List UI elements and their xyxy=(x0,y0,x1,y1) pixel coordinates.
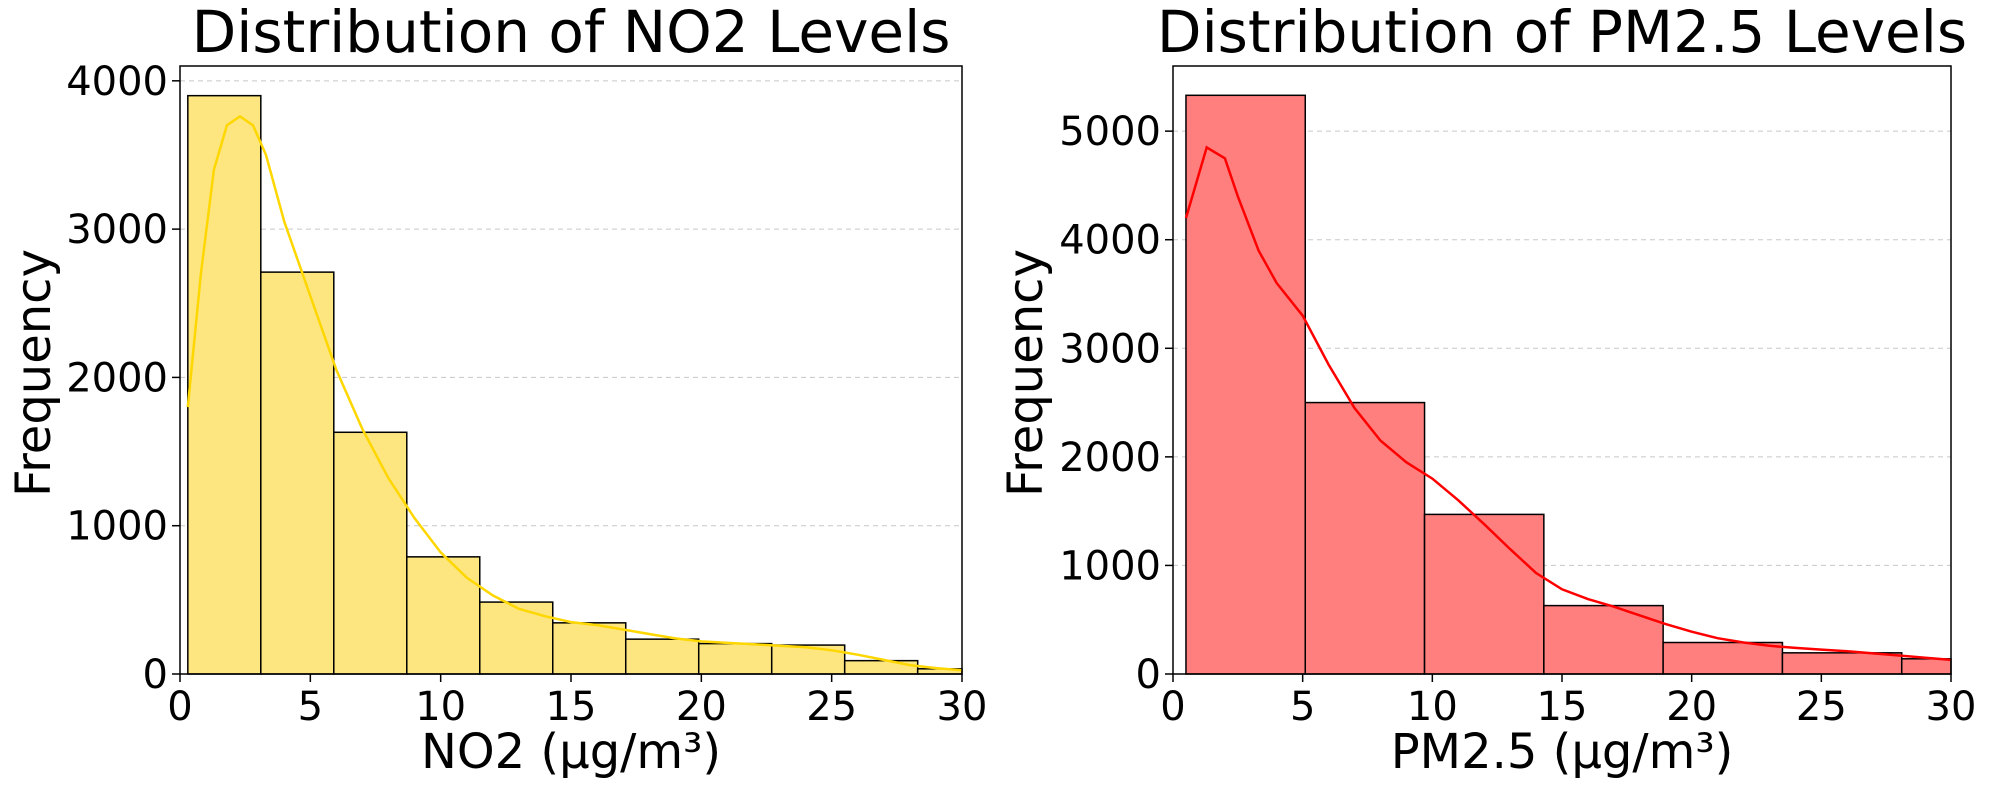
kde-curve xyxy=(186,114,963,672)
y-tick-label: 4000 xyxy=(66,59,168,105)
y-tick-label: 3000 xyxy=(1059,326,1161,372)
y-ticks: 0 1000 2000 3000 4000 5000 xyxy=(1059,109,1173,698)
y-tick-label: 1000 xyxy=(66,504,168,550)
histogram-bar xyxy=(1304,401,1426,675)
histogram-bar xyxy=(1185,94,1307,675)
histogram-bars xyxy=(1185,94,1952,675)
kde-line xyxy=(1184,145,1952,662)
histogram-bar xyxy=(406,556,481,675)
y-tick-label: 0 xyxy=(1136,652,1161,698)
chart-title: Distribution of PM2.5 Levels xyxy=(1157,0,1967,66)
y-tick-label: 2000 xyxy=(1059,435,1161,481)
y-tick-label: 4000 xyxy=(1059,218,1161,264)
histogram-bar xyxy=(843,659,919,675)
y-tick-label: 5000 xyxy=(1059,109,1161,155)
histogram-bar xyxy=(1781,652,1903,675)
y-ticks: 0 1000 2000 3000 4000 xyxy=(66,59,180,698)
chart-panel-no2: 0 5 10 15 20 25 30 0 1000 2000 3000 4000 Distribut… xyxy=(6,0,987,780)
y-axis-label: Frequency xyxy=(6,249,62,497)
kde-curve xyxy=(1184,145,1952,662)
x-tick-label: 5 xyxy=(298,684,323,730)
y-tick-label: 2000 xyxy=(66,355,168,401)
kde-line xyxy=(186,114,963,672)
x-tick-label: 20 xyxy=(676,684,727,730)
y-tick-label: 1000 xyxy=(1059,543,1161,589)
histogram-bar xyxy=(624,638,700,675)
x-axis-label: PM2.5 (μg/m³) xyxy=(1391,724,1734,780)
chart-panel-pm25: 0 5 10 15 20 25 30 0 1000 2000 3000 4000 5000 Distr… xyxy=(998,0,1976,780)
histogram-bar xyxy=(552,622,627,675)
x-tick-label: 10 xyxy=(1407,684,1458,730)
y-tick-label: 3000 xyxy=(66,207,168,253)
histogram-bars xyxy=(187,94,963,675)
x-tick-label: 0 xyxy=(1160,684,1185,730)
x-tick-label: 5 xyxy=(1290,684,1315,730)
x-tick-label: 15 xyxy=(546,684,597,730)
x-ticks: 0 5 10 15 20 25 30 xyxy=(167,674,987,730)
x-tick-label: 15 xyxy=(1537,684,1588,730)
histogram-bar xyxy=(697,642,773,675)
x-tick-label: 20 xyxy=(1666,684,1717,730)
x-axis-label: NO2 (μg/m³) xyxy=(421,724,721,780)
x-tick-label: 0 xyxy=(167,684,192,730)
x-tick-label: 25 xyxy=(1796,684,1847,730)
histogram-bar xyxy=(1900,658,1952,675)
histogram-bar xyxy=(1423,513,1545,675)
y-axis-label: Frequency xyxy=(998,249,1054,497)
x-tick-label: 25 xyxy=(806,684,857,730)
x-tick-label: 10 xyxy=(415,684,466,730)
x-tick-label: 30 xyxy=(1926,684,1977,730)
histogram-bar xyxy=(333,431,408,675)
x-ticks: 0 5 10 15 20 25 30 xyxy=(1160,674,1976,730)
chart-title: Distribution of NO2 Levels xyxy=(192,0,951,66)
histogram-bar xyxy=(260,271,335,675)
histogram-bar xyxy=(479,601,554,675)
y-tick-label: 0 xyxy=(143,652,168,698)
histogram-bar xyxy=(1662,641,1784,675)
histogram-bar xyxy=(187,94,262,675)
x-tick-label: 30 xyxy=(937,684,988,730)
histogram-bar xyxy=(1543,604,1664,675)
